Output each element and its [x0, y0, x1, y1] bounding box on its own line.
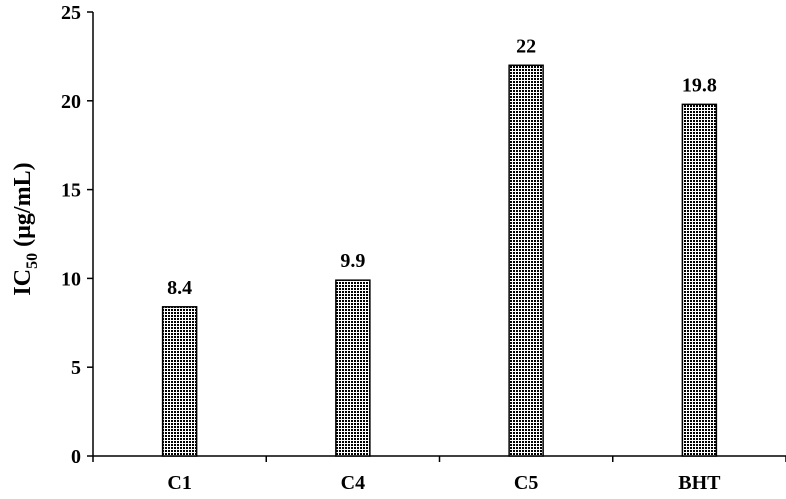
- y-axis-label-subscript: 50: [24, 253, 41, 269]
- y-tick-label: 10: [61, 268, 81, 290]
- y-tick-label: 15: [61, 180, 81, 202]
- data-label: 9.9: [340, 250, 365, 272]
- y-tick-label: 5: [71, 357, 81, 379]
- y-tick-label: 0: [71, 446, 81, 468]
- bar-c5: [508, 64, 544, 457]
- x-tick-label: C4: [341, 472, 365, 494]
- x-tick-label: BHT: [678, 472, 721, 494]
- bars: [161, 64, 718, 457]
- bar-c1: [161, 306, 198, 457]
- bar-bht: [681, 103, 718, 457]
- y-tick-label: 25: [61, 2, 81, 24]
- x-tick-label: C1: [167, 472, 191, 494]
- bar-c4: [335, 279, 371, 457]
- y-axis-label-prefix: IC: [10, 269, 36, 296]
- axes: [87, 11, 786, 462]
- y-axis-label: IC50 (µg/mL): [10, 162, 41, 295]
- labels: 0 5 10 15 20 25 C1 8.4 C4 9.9 C5 22 BHT 19.8: [61, 2, 721, 494]
- x-tick-label: C5: [514, 472, 538, 494]
- y-axis-label-suffix: (µg/mL): [10, 162, 36, 252]
- data-label: 19.8: [682, 74, 717, 96]
- data-label: 8.4: [167, 277, 192, 299]
- y-tick-label: 20: [61, 91, 81, 113]
- data-label: 22: [516, 35, 536, 57]
